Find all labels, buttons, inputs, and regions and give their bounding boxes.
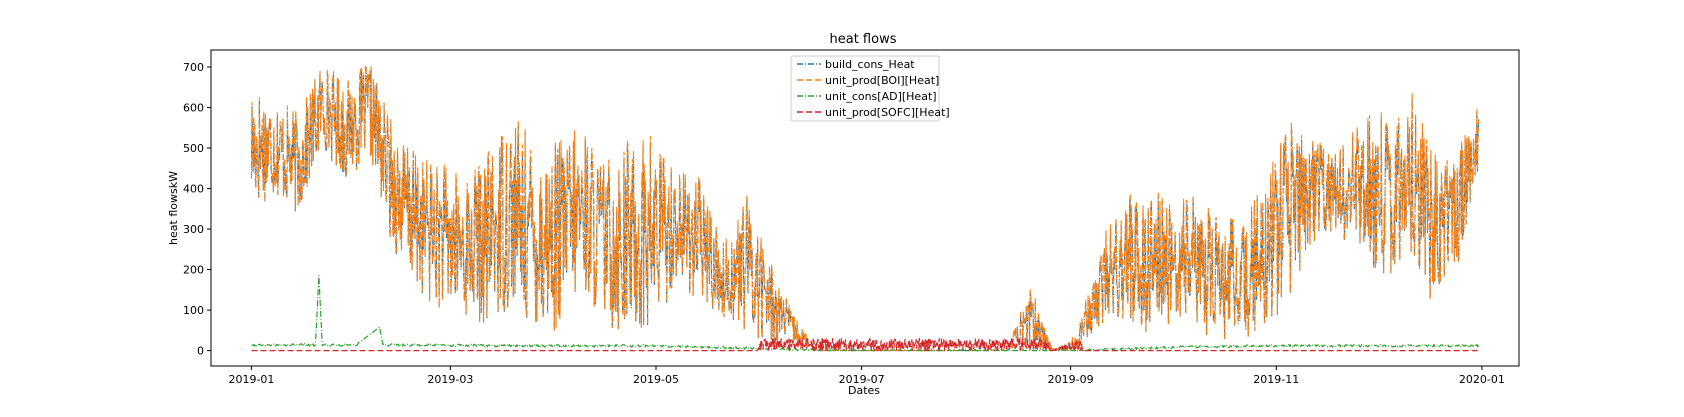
x-tick-label: 2019-11 (1253, 373, 1299, 386)
plot-area (210, 49, 1520, 367)
legend-box (790, 55, 940, 122)
y-tick-label: 500 (183, 142, 204, 155)
x-tick-label: 2019-07 (839, 373, 885, 386)
y-tick-label: 200 (183, 264, 204, 277)
x-tick-label: 2019-09 (1048, 373, 1094, 386)
y-axis: 0 100 200 300 400 500 600 700 (183, 61, 211, 358)
legend-label: unit_prod[SOFC][Heat] (825, 106, 950, 119)
legend-label: build_cons_Heat (825, 58, 915, 71)
y-tick-label: 0 (197, 345, 204, 358)
y-tick-label: 700 (183, 61, 204, 74)
x-axis: 2019-01 2019-03 2019-05 2019-07 2019-09 2019-… (228, 366, 1505, 386)
legend: build_cons_Heat unit_prod[BOI][Heat] unit_… (790, 55, 950, 122)
y-tick-label: 100 (183, 304, 204, 317)
y-axis-title: heat flowskW (167, 171, 180, 245)
x-tick-label: 2019-03 (427, 373, 473, 386)
plot-series (250, 64, 1480, 352)
series-line-1 (250, 64, 1480, 352)
series-line-3 (251, 337, 1479, 352)
x-tick-label: 2020-01 (1459, 373, 1505, 386)
series-line-2 (251, 275, 1480, 352)
x-tick-label: 2019-05 (633, 373, 679, 386)
x-tick-label: 2019-01 (228, 373, 274, 386)
legend-label: unit_prod[BOI][Heat] (825, 74, 939, 87)
chart-title: heat flows (830, 32, 897, 47)
y-tick-label: 400 (183, 183, 204, 196)
x-axis-title: Dates (848, 384, 880, 397)
y-tick-label: 600 (183, 102, 204, 115)
legend-label: unit_cons[AD][Heat] (825, 90, 937, 103)
y-tick-label: 300 (183, 223, 204, 236)
